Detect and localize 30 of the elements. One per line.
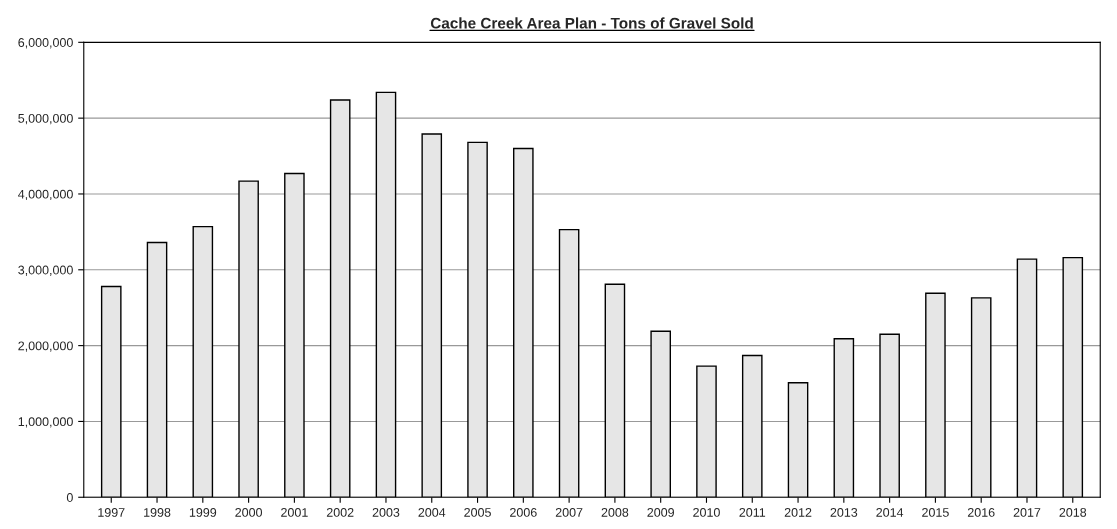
x-tick-label: 2009 [647, 508, 674, 517]
x-tick-label: 2006 [510, 508, 537, 517]
x-tick-label: 2014 [876, 508, 904, 517]
x-tick-label: 2017 [1013, 508, 1041, 517]
y-tick-label: 1,000,000 [18, 417, 73, 428]
x-tick-label: 2011 [739, 508, 766, 517]
x-tick-label: 1999 [189, 508, 217, 517]
x-tick-label: 2002 [326, 508, 354, 517]
x-tick-label: 2004 [418, 508, 446, 517]
y-tick-label: 5,000,000 [18, 113, 73, 125]
x-tick-label: 2007 [555, 508, 583, 517]
x-tick-label: 2008 [601, 508, 629, 517]
x-tick-label: 2003 [372, 508, 400, 517]
x-tick-label: 2000 [235, 508, 263, 517]
x-tick-label: 2013 [830, 508, 858, 517]
x-tick-label: 1998 [144, 508, 171, 517]
x-tick-label: 2012 [784, 508, 812, 517]
x-tick-label: 2010 [693, 508, 720, 517]
x-tick-label: 2018 [1059, 508, 1087, 517]
y-tick-label: 2,000,000 [18, 341, 73, 352]
y-tick-label: 6,000,000 [18, 38, 73, 49]
y-tick-label: 0 [66, 493, 73, 502]
y-tick-label: 4,000,000 [18, 189, 73, 201]
x-tick-label: 2005 [464, 508, 491, 517]
x-tick-label: 2001 [281, 508, 308, 517]
chart-title: Cache Creek Area Plan - Tons of Gravel Sold [430, 17, 753, 29]
y-tick-label: 3,000,000 [18, 265, 73, 276]
x-tick-label: 1997 [98, 508, 125, 517]
x-tick-label: 2016 [967, 508, 995, 517]
x-tick-label: 2015 [922, 508, 949, 517]
